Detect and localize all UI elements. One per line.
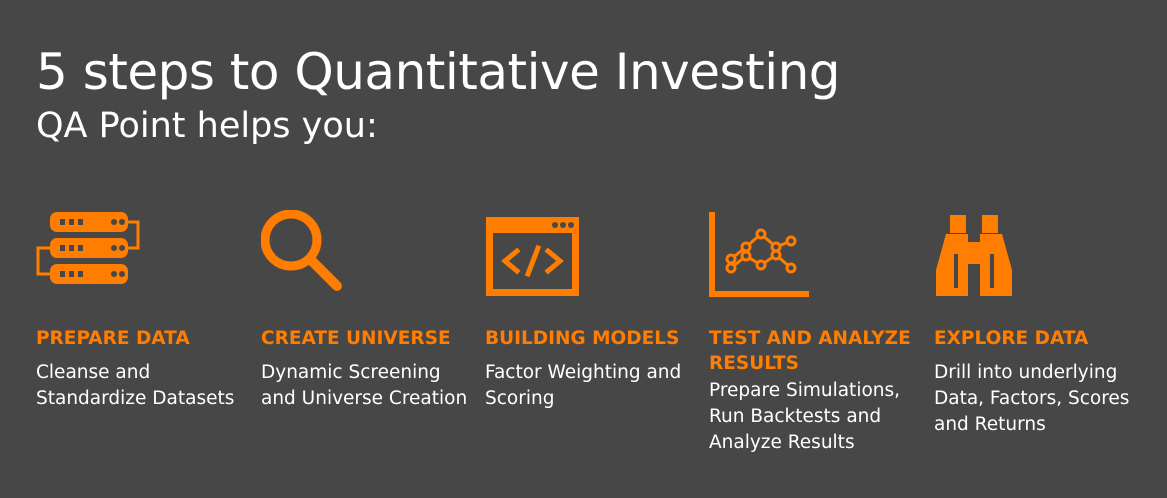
step-heading: EXPLORE DATA <box>934 328 1089 349</box>
binoculars-icon <box>934 205 1154 301</box>
step-test-and-analyze: TEST AND ANALYZE RESULTS Prepare Simulat… <box>709 205 929 453</box>
page-title: 5 steps to Quantitative Investing <box>36 43 841 101</box>
step-building-models: BUILDING MODELS Factor Weighting and Sco… <box>485 205 705 409</box>
step-description: Drill into underlying Data, Factors, Sco… <box>934 362 1130 435</box>
page-subtitle: QA Point helps you: <box>36 106 378 146</box>
step-description: Prepare Simulations, Run Backtests and A… <box>709 380 901 453</box>
code-window-icon <box>485 205 705 301</box>
step-prepare-data: PREPARE DATA Cleanse and Standardize Dat… <box>36 205 256 409</box>
step-explore-data: EXPLORE DATA Drill into underlying Data,… <box>934 205 1154 435</box>
step-heading: TEST AND ANALYZE RESULTS <box>709 328 911 374</box>
server-stack-icon <box>36 205 256 301</box>
magnifier-icon <box>261 205 481 301</box>
step-description: Dynamic Screening and Universe Creation <box>261 362 468 409</box>
step-create-universe: CREATE UNIVERSE Dynamic Screening and Un… <box>261 205 481 409</box>
step-heading: BUILDING MODELS <box>485 328 680 349</box>
step-description: Cleanse and Standardize Datasets <box>36 362 235 409</box>
step-description: Factor Weighting and Scoring <box>485 362 682 409</box>
step-heading: PREPARE DATA <box>36 328 190 349</box>
line-chart-icon <box>709 205 929 301</box>
step-heading: CREATE UNIVERSE <box>261 328 451 349</box>
